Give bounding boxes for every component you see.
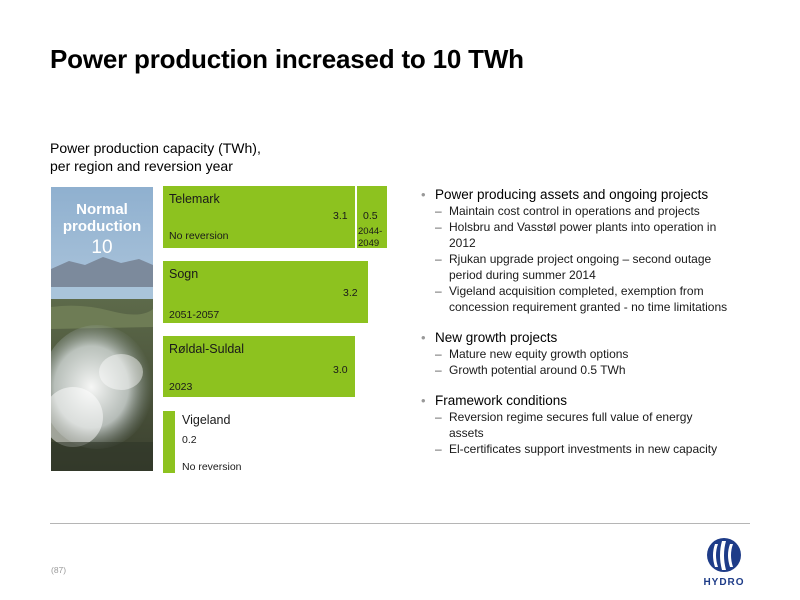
dash-icon: – — [435, 220, 442, 234]
bullet-group-1: • Power producing assets and ongoing pro… — [420, 186, 770, 203]
sub-bullet: – Maintain cost control in operations and… — [420, 203, 770, 219]
region-reversion: No reversion — [169, 230, 229, 242]
dash-icon: – — [435, 347, 442, 361]
dash-icon: – — [435, 204, 442, 218]
sub-bullet: – Vigeland acquisition completed, exempti… — [420, 283, 770, 315]
dash-icon: – — [435, 252, 442, 266]
region-bar-roldal-suldal: Røldal-Suldal 3.0 2023 — [163, 336, 355, 397]
sub-bullet-text: Mature new equity growth options — [449, 347, 629, 361]
page-number: (87) — [51, 565, 67, 575]
region-bar-telemark: Telemark 3.1 No reversion — [163, 186, 355, 248]
sub-bullet-text-line-1: Rjukan upgrade project ongoing – second … — [449, 252, 712, 266]
region-value: 3.2 — [343, 287, 358, 299]
bullet-heading: Power producing assets and ongoing proje… — [435, 187, 709, 202]
bullet-heading: Framework conditions — [435, 393, 568, 408]
region-value: 3.0 — [333, 364, 348, 376]
region-extra-reversion: 2044- 2049 — [358, 226, 382, 250]
sub-bullet: – Reversion regime secures full value of … — [420, 409, 770, 441]
sub-bullet-text: Growth potential around 0.5 TWh — [449, 363, 626, 377]
sub-bullet-text: Maintain cost control in operations and … — [449, 204, 700, 218]
sub-bullet-text-line-2: concession requirement granted - no time… — [449, 300, 728, 314]
region-bar-sogn: Sogn 3.2 2051-2057 — [163, 261, 368, 323]
chart-subtitle-line-2: per region and reversion year — [50, 158, 233, 174]
bullet-group-2: • New growth projects — [420, 329, 770, 346]
region-extra-reversion-line-1: 2044- — [358, 226, 383, 237]
region-name: Sogn — [169, 267, 199, 281]
footer-divider — [50, 523, 750, 524]
region-bar-telemark-extra: 0.5 2044- 2049 — [357, 186, 387, 250]
landscape-photo: Normal production 10 — [51, 187, 153, 471]
dash-icon: – — [435, 284, 442, 298]
dash-icon: – — [435, 442, 442, 456]
chart-subtitle: Power production capacity (TWh), per reg… — [50, 139, 350, 175]
sub-bullet-text-line-1: Vigeland acquisition completed, exemptio… — [449, 284, 704, 298]
region-reversion: 2023 — [169, 381, 193, 393]
region-value: 3.1 — [333, 210, 348, 222]
region-bar-vigeland — [163, 411, 175, 473]
hydro-logo-mark — [707, 538, 741, 572]
sub-bullet-text-line-2: period during summer 2014 — [449, 268, 596, 282]
normal-production-label: Normal production — [51, 201, 153, 235]
sub-bullet: – Rjukan upgrade project ongoing – second… — [420, 251, 770, 283]
sub-bullet: – El-certificates support investments in … — [420, 441, 770, 457]
normal-production-value: 10 — [91, 237, 113, 258]
bullet-list: • Power producing assets and ongoing pro… — [420, 186, 770, 457]
region-extra-reversion-line-2: 2049 — [358, 238, 380, 249]
normal-production-label-line-1: Normal — [76, 201, 128, 218]
sub-bullet-text-line-2: 2012 — [449, 236, 476, 250]
region-name: Røldal-Suldal — [169, 342, 245, 356]
region-name: Telemark — [169, 192, 220, 206]
region-reversion-vigeland: No reversion — [182, 461, 242, 473]
dash-icon: – — [435, 410, 442, 424]
sub-bullet: – Mature new equity growth options — [420, 346, 770, 362]
bullet-group-3: • Framework conditions — [420, 392, 770, 409]
sub-bullet-text-line-1: Holsbru and Vasstøl power plants into op… — [449, 220, 717, 234]
bullet-heading: New growth projects — [435, 330, 558, 345]
bullet-dot-icon: • — [421, 330, 426, 345]
sub-bullet-text-line-2: assets — [449, 426, 484, 440]
sub-bullet: – Holsbru and Vasstøl power plants into o… — [420, 219, 770, 251]
region-name-vigeland: Vigeland — [182, 413, 231, 427]
chart-subtitle-line-1: Power production capacity (TWh), — [50, 140, 261, 156]
dash-icon: – — [435, 363, 442, 377]
sub-bullet-text-line-1: Reversion regime secures full value of e… — [449, 410, 693, 424]
bullet-dot-icon: • — [421, 187, 426, 202]
region-reversion: 2051-2057 — [169, 309, 220, 321]
sub-bullet-text: El-certificates support investments in n… — [449, 442, 718, 456]
bullet-dot-icon: • — [421, 393, 426, 408]
landscape-photo-image — [51, 187, 153, 471]
hydro-logo-icon: HYDRO — [694, 537, 754, 589]
sub-bullet: – Growth potential around 0.5 TWh — [420, 362, 770, 378]
logo-wordmark: HYDRO — [703, 577, 745, 588]
slide-title: Power production increased to 10 TWh — [50, 44, 524, 74]
region-extra-value: 0.5 — [363, 210, 378, 222]
normal-production-label-line-2: production — [62, 218, 142, 235]
region-value-vigeland: 0.2 — [182, 434, 197, 446]
